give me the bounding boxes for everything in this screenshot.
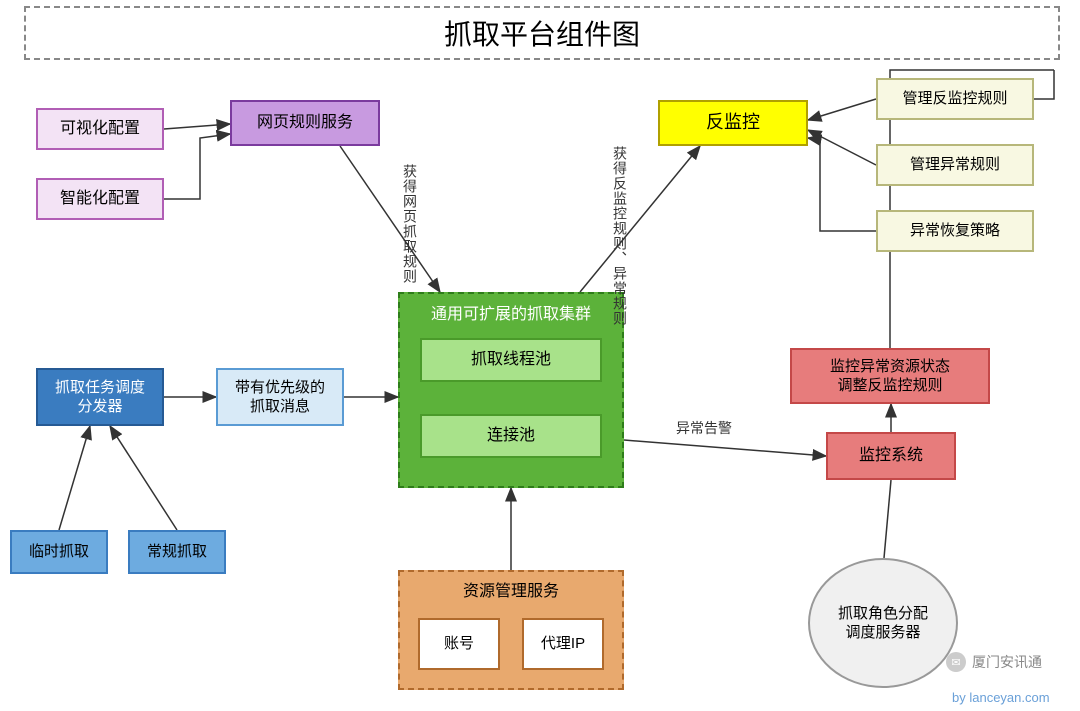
node-dispatcher: 抓取任务调度 分发器 [36, 368, 164, 426]
node-smart_cfg: 智能化配置 [36, 178, 164, 220]
wechat-icon: ✉ [946, 652, 966, 672]
node-thread_pool: 抓取线程池 [420, 338, 602, 382]
edge-label: 获得反监控规则、异常规则 [610, 146, 630, 326]
wechat-watermark: ✉ 厦门安讯通 [946, 652, 1042, 672]
node-vis_cfg: 可视化配置 [36, 108, 164, 150]
node-pri_msg: 带有优先级的 抓取消息 [216, 368, 344, 426]
node-conn_pool: 连接池 [420, 414, 602, 458]
edge-label: 获得网页抓取规则 [400, 164, 420, 284]
node-anti_monitor: 反监控 [658, 100, 808, 146]
wechat-text: 厦门安讯通 [972, 652, 1042, 672]
diagram-canvas: 抓取平台组件图 可视化配置智能化配置 网页规则服务 反监控 管理反监控规则管理异常规则… [0, 0, 1080, 711]
node-account: 账号 [418, 618, 500, 670]
edge-label: 异常告警 [676, 418, 732, 438]
author-watermark: by lanceyan.com [952, 690, 1050, 705]
diagram-title: 抓取平台组件图 [444, 13, 640, 53]
node-proxy_ip: 代理IP [522, 618, 604, 670]
node-cluster_title: 通用可扩展的抓取集群 [404, 302, 618, 328]
node-temp_crawl: 临时抓取 [10, 530, 108, 574]
node-regular_crawl: 常规抓取 [128, 530, 226, 574]
node-ex_recover: 异常恢复策略 [876, 210, 1034, 252]
node-web_rule: 网页规则服务 [230, 100, 380, 146]
node-mgmt_ex_rule: 管理异常规则 [876, 144, 1034, 186]
node-mgmt_anti_rule: 管理反监控规则 [876, 78, 1034, 120]
node-role_dispatch: 抓取角色分配 调度服务器 [808, 558, 958, 688]
node-mon_sys: 监控系统 [826, 432, 956, 480]
node-mon_adjust: 监控异常资源状态 调整反监控规则 [790, 348, 990, 404]
node-res_mgmt_title: 资源管理服务 [404, 580, 618, 604]
title-box: 抓取平台组件图 [24, 6, 1060, 60]
